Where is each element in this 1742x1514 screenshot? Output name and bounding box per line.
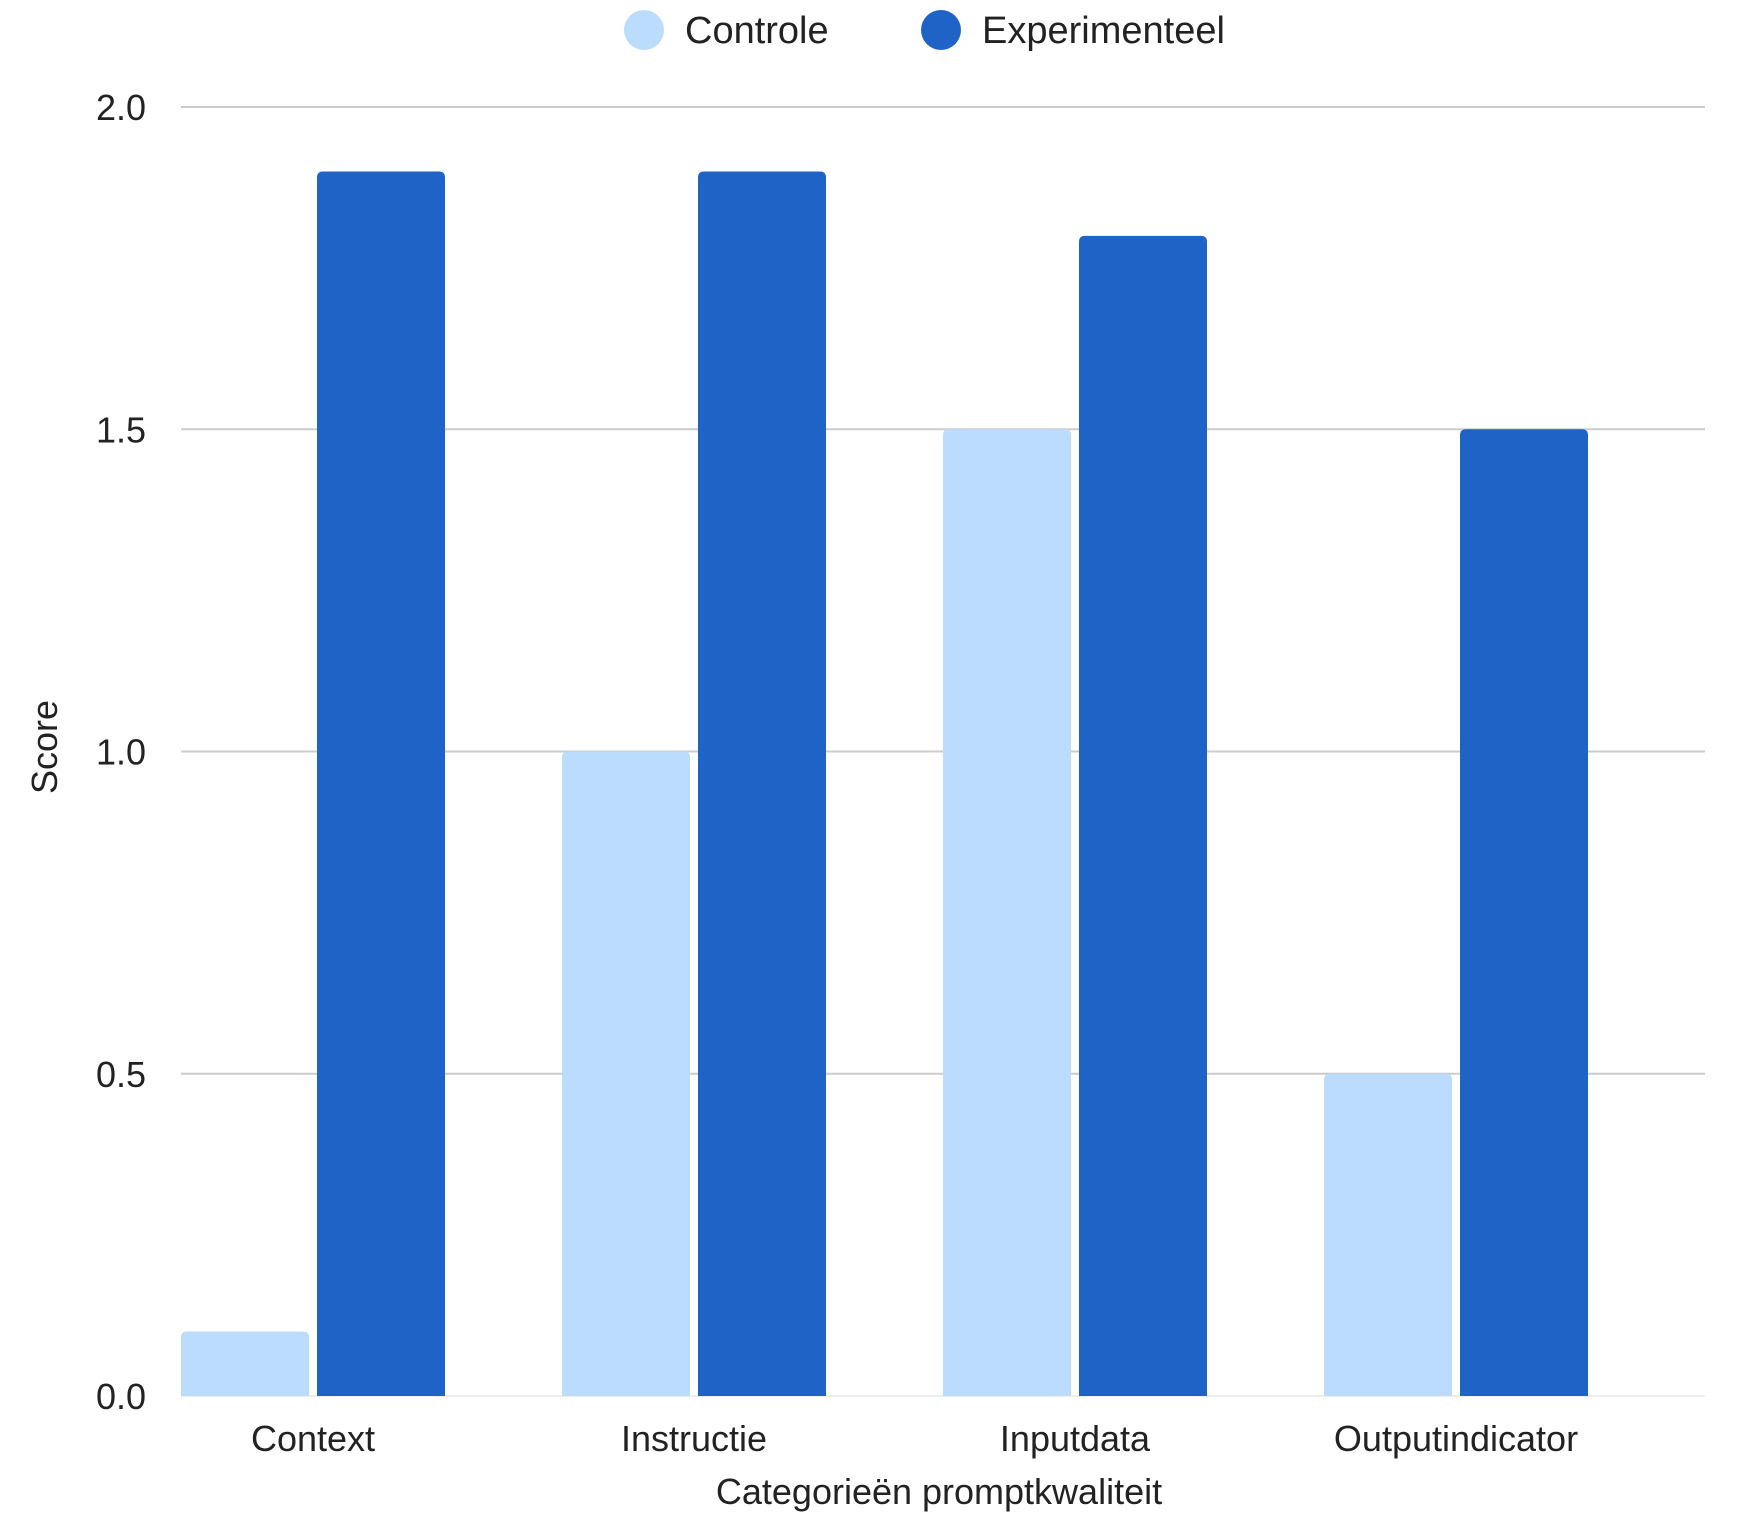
y-tick-label: 0.0 bbox=[96, 1376, 146, 1417]
bar-experimenteel-context bbox=[317, 171, 445, 1397]
legend-swatch-controle bbox=[624, 10, 664, 50]
bar-controle-context bbox=[181, 1331, 309, 1396]
y-tick-label: 1.0 bbox=[96, 732, 146, 773]
bar-experimenteel-instructie bbox=[698, 171, 826, 1397]
legend-swatch-experimenteel bbox=[921, 10, 961, 50]
y-axis-ticks: 0.0 0.5 1.0 1.5 2.0 bbox=[96, 87, 146, 1417]
bar-controle-inputdata bbox=[943, 429, 1071, 1396]
x-category-label: Instructie bbox=[621, 1418, 767, 1459]
y-tick-label: 0.5 bbox=[96, 1054, 146, 1095]
bars bbox=[181, 171, 1588, 1397]
x-axis-title: Categorieën promptkwaliteit bbox=[716, 1471, 1162, 1512]
legend-label-controle: Controle bbox=[685, 10, 829, 52]
bar-experimenteel-inputdata bbox=[1079, 235, 1207, 1396]
bar-controle-outputindicator bbox=[1324, 1073, 1452, 1396]
x-category-label: Context bbox=[251, 1418, 375, 1459]
y-tick-label: 1.5 bbox=[96, 409, 146, 450]
legend: Controle Experimenteel bbox=[624, 10, 1225, 52]
bar-experimenteel-outputindicator bbox=[1460, 429, 1588, 1396]
x-category-label: Inputdata bbox=[1000, 1418, 1151, 1459]
bar-controle-instructie bbox=[562, 751, 690, 1396]
y-tick-label: 2.0 bbox=[96, 87, 146, 128]
x-category-label: Outputindicator bbox=[1334, 1418, 1578, 1459]
x-axis-categories: Context Instructie Inputdata Outputindicato… bbox=[251, 1418, 1578, 1459]
y-axis-title: Score bbox=[24, 700, 65, 794]
legend-label-experimenteel: Experimenteel bbox=[982, 10, 1225, 52]
